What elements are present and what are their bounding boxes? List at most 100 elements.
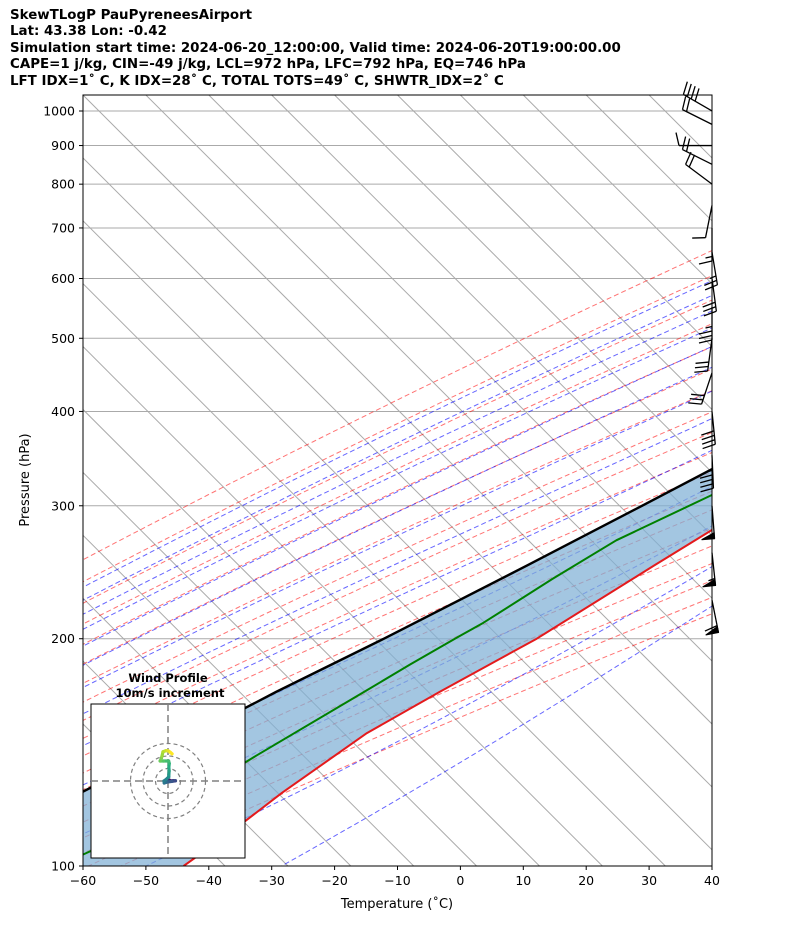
isotherm-line	[208, 95, 712, 599]
wind-barb	[698, 307, 713, 344]
wind-barb	[694, 338, 713, 373]
moist-adiabat	[83, 294, 712, 601]
moist-adiabat	[281, 605, 712, 866]
moist-adiabat	[83, 310, 712, 615]
isotherm-line	[83, 408, 540, 866]
x-tick-label: 10	[515, 873, 531, 888]
indices-line-1: CAPE=1 j/kg, CIN=-49 j/kg, LCL=972 hPa, …	[10, 57, 526, 73]
barb-half	[706, 469, 713, 473]
wind-barb	[681, 96, 713, 125]
isotherm-line	[711, 95, 712, 96]
barb-full	[704, 284, 718, 291]
parcel-line	[83, 467, 712, 793]
isotherm-line	[648, 95, 712, 159]
y-tick-label: 200	[51, 631, 75, 646]
moist-adiabat	[83, 417, 712, 715]
y-tick-label: 600	[51, 271, 75, 286]
mixing-ratio-line	[757, 92, 794, 279]
barb-half	[708, 577, 715, 582]
time-line: Simulation start time: 2024-06-20_12:00:…	[10, 40, 621, 56]
location-line: Lat: 43.38 Lon: -0.42	[10, 24, 167, 40]
barb-full	[702, 301, 716, 308]
barb-pennant	[702, 578, 717, 588]
dry-adiabat	[83, 323, 712, 625]
moist-adiabat	[83, 327, 712, 630]
barb-full	[702, 443, 716, 450]
barb-full	[704, 279, 717, 287]
wind-barb	[702, 552, 717, 588]
barb-full	[688, 402, 702, 405]
wind-barb	[681, 136, 713, 165]
hodograph-title: Wind Profile	[128, 671, 208, 685]
barb-staff	[682, 148, 713, 165]
moist-adiabat	[83, 390, 712, 689]
barb-full	[699, 474, 714, 479]
y-tick-label: 700	[51, 220, 75, 235]
barb-staff	[711, 411, 716, 445]
barb-full	[698, 334, 713, 340]
wind-barb	[704, 599, 720, 636]
isotherm-line	[145, 95, 712, 662]
y-tick-label: 900	[51, 138, 75, 153]
x-axis-label: Temperature (˚C)	[340, 896, 453, 912]
wind-barb	[685, 151, 713, 185]
barb-full	[685, 138, 691, 152]
barb-full	[695, 361, 709, 364]
dry-adiabat	[83, 275, 712, 583]
isotherm-line	[83, 282, 666, 866]
chart-header: SkewTLogP PauPyreneesAirport Lat: 43.38 …	[10, 8, 621, 90]
moist-adiabat	[83, 280, 712, 588]
wind-barb	[682, 81, 713, 112]
barb-full	[685, 98, 691, 112]
dry-adiabat	[83, 451, 712, 739]
x-tick-label: −20	[321, 873, 347, 888]
wind-barb	[675, 132, 712, 147]
wind-barb	[704, 252, 719, 291]
barb-full	[700, 478, 714, 484]
barb-full	[675, 132, 680, 146]
y-tick-label: 800	[51, 177, 75, 192]
barb-full	[686, 83, 692, 97]
isotherm-line	[460, 95, 712, 348]
hodograph-inset	[90, 703, 246, 859]
barb-full	[685, 151, 692, 165]
wind-barb	[699, 455, 715, 493]
moist-adiabat	[83, 449, 712, 747]
barb-full	[701, 434, 715, 441]
barb-staff	[682, 109, 713, 125]
chart-title: SkewTLogP PauPyreneesAirport	[10, 8, 253, 23]
barb-full	[694, 370, 708, 373]
dewpoint-line	[83, 493, 712, 856]
isotherm-line	[334, 95, 712, 474]
hodograph-segment	[168, 750, 174, 756]
isotherm-line	[83, 157, 712, 788]
barb-full	[694, 365, 709, 369]
barb-full	[682, 81, 688, 95]
barb-full	[700, 483, 714, 488]
barb-full	[698, 260, 713, 265]
x-tick-label: 0	[456, 873, 464, 888]
isotherm-line	[83, 345, 603, 866]
isotherm-line	[83, 220, 712, 851]
wind-barb	[698, 227, 713, 265]
x-tick-label: 20	[578, 873, 594, 888]
barb-full	[681, 136, 687, 150]
barb-staff	[700, 372, 713, 405]
barb-full	[700, 487, 714, 493]
barb-staff	[685, 163, 713, 185]
moist-adiabat	[83, 366, 712, 666]
barb-half	[709, 275, 717, 280]
barb-full	[689, 397, 704, 401]
wind-barb	[701, 505, 716, 541]
barb-full	[694, 88, 700, 102]
barb-full	[681, 96, 687, 110]
hodograph-subtitle: 10m/s increment	[116, 686, 225, 700]
barb-staff	[711, 278, 718, 312]
wind-barb	[692, 205, 713, 239]
y-tick-label: 300	[51, 498, 75, 513]
barb-staff	[706, 338, 713, 372]
dry-adiabat	[83, 299, 712, 604]
x-tick-label: −10	[384, 873, 410, 888]
y-tick-label: 500	[51, 331, 75, 346]
